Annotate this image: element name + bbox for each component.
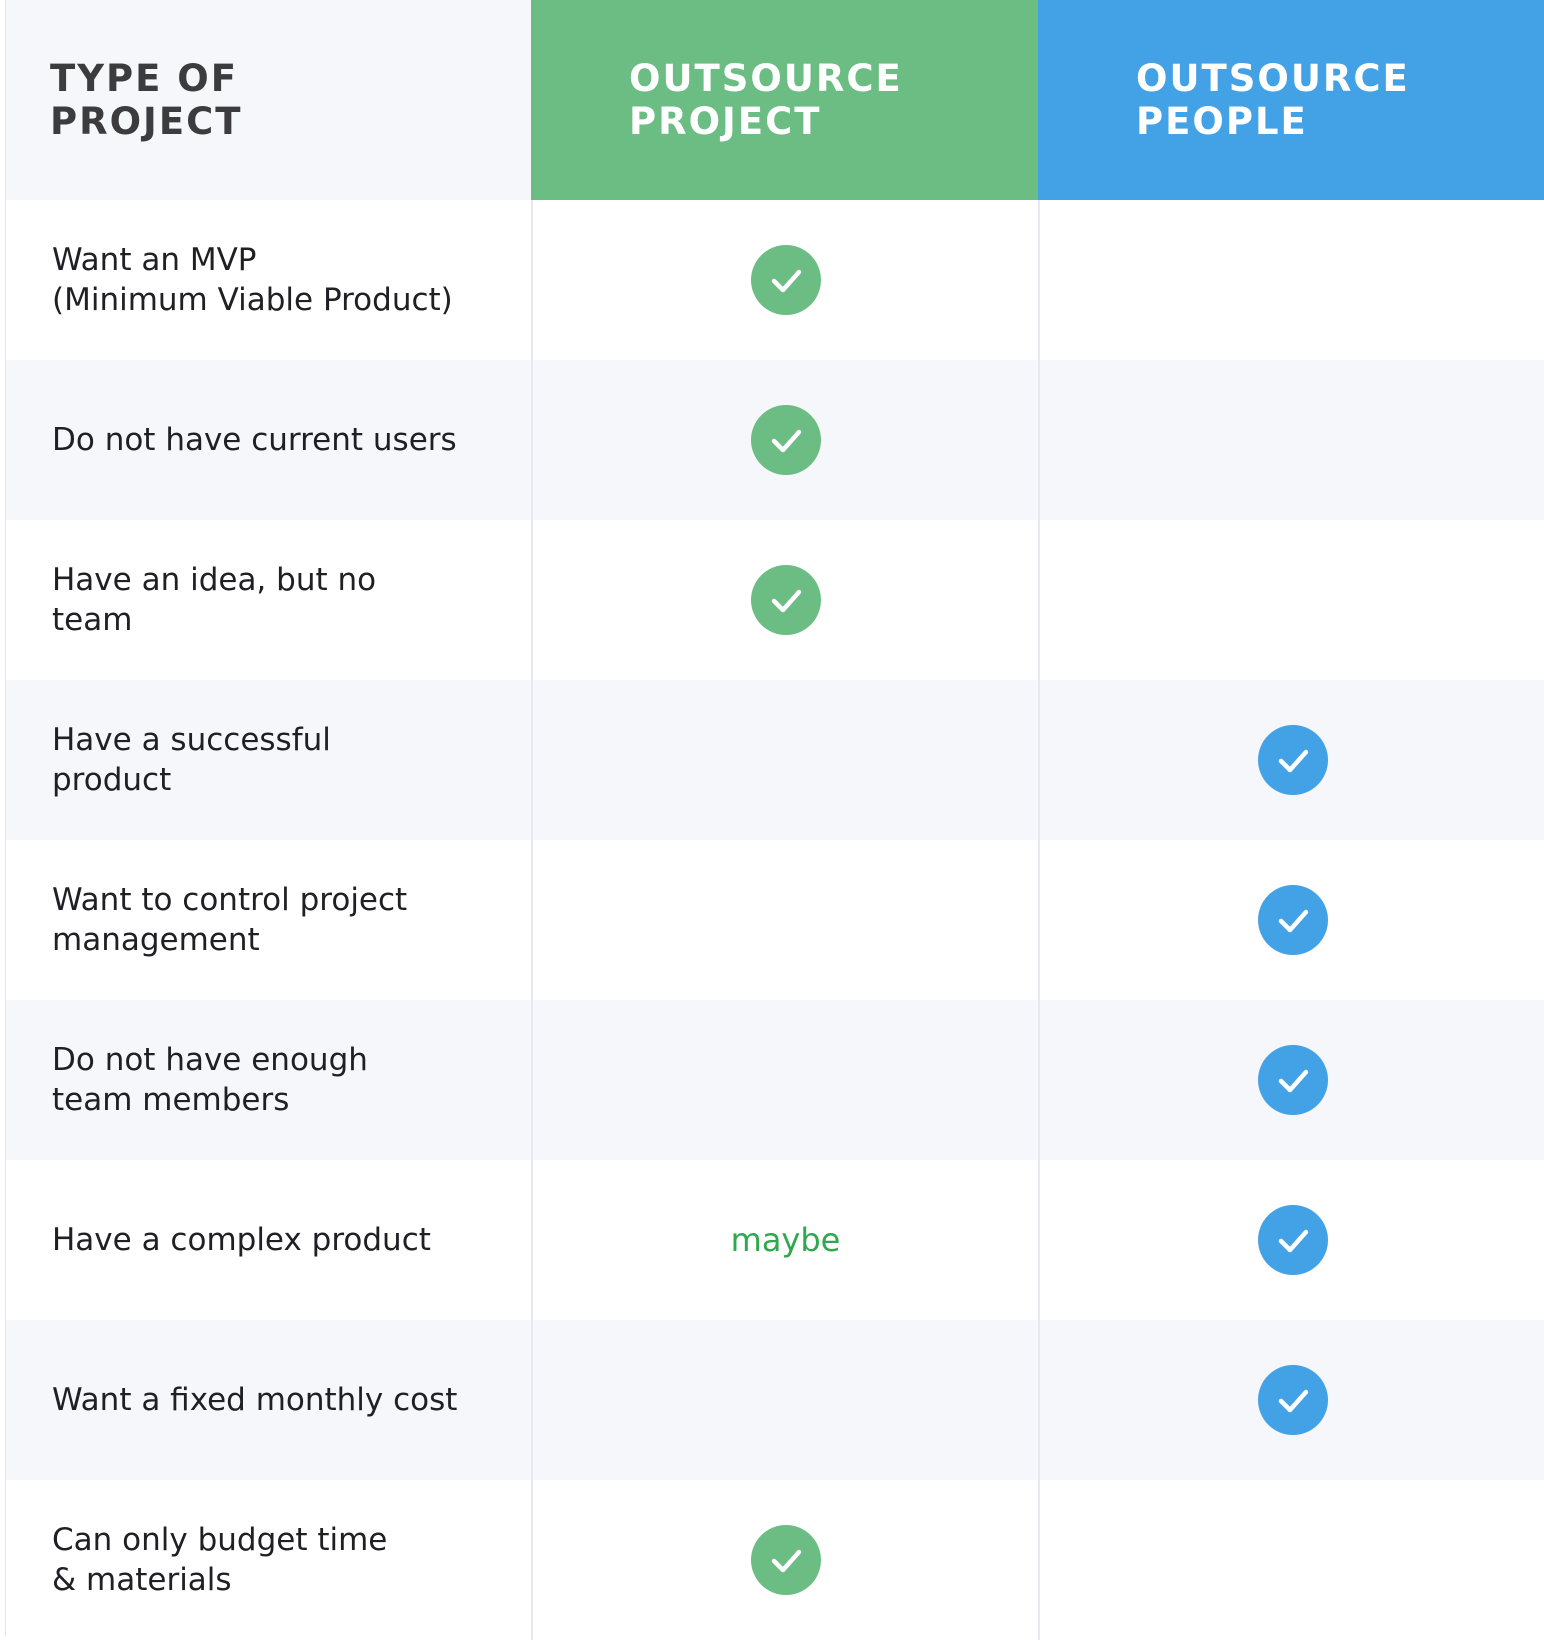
row-label-cell: Have a successful product bbox=[6, 680, 531, 840]
outsource-project-cell bbox=[531, 680, 1038, 840]
outsource-people-cell bbox=[1038, 1320, 1544, 1480]
header-outsource-people: OUTSOURCE PEOPLE bbox=[1038, 0, 1544, 200]
row-label: Want an MVP (Minimum Viable Product) bbox=[52, 242, 453, 318]
table-row: Have an idea, but no team bbox=[6, 520, 1544, 680]
row-label: Have an idea, but no team bbox=[52, 562, 377, 638]
header-project-label: OUTSOURCE PROJECT bbox=[629, 57, 903, 143]
comparison-table: TYPE OF PROJECT OUTSOURCE PROJECT OUTSOU… bbox=[5, 0, 1544, 1640]
outsource-project-cell: maybe bbox=[531, 1160, 1038, 1320]
table-header-row: TYPE OF PROJECT OUTSOURCE PROJECT OUTSOU… bbox=[6, 0, 1544, 200]
row-label: Have a successful product bbox=[52, 722, 331, 798]
outsource-project-cell bbox=[531, 840, 1038, 1000]
table-row: Have a successful product bbox=[6, 680, 1544, 840]
row-label: Want a fixed monthly cost bbox=[52, 1382, 458, 1418]
table-row: Want to control project management bbox=[6, 840, 1544, 1000]
table-row: Do not have current users bbox=[6, 360, 1544, 520]
outsource-people-cell bbox=[1038, 1000, 1544, 1160]
outsource-project-cell bbox=[531, 360, 1038, 520]
check-icon bbox=[750, 1525, 821, 1595]
table-row: Want an MVP (Minimum Viable Product) bbox=[6, 200, 1544, 360]
table-row: Have a complex product maybe bbox=[6, 1160, 1544, 1320]
check-icon bbox=[1257, 885, 1328, 955]
outsource-people-cell bbox=[1038, 840, 1544, 1000]
outsource-project-cell bbox=[531, 1480, 1038, 1640]
check-icon bbox=[1257, 1365, 1328, 1435]
row-label-cell: Want to control project management bbox=[6, 840, 531, 1000]
outsource-project-cell bbox=[531, 1000, 1038, 1160]
header-type-label: TYPE OF PROJECT bbox=[50, 57, 243, 143]
table-row: Can only budget time & materials bbox=[6, 1480, 1544, 1640]
outsource-project-cell bbox=[531, 200, 1038, 360]
outsource-project-cell bbox=[531, 520, 1038, 680]
outsource-project-cell bbox=[531, 1320, 1038, 1480]
row-label: Have a complex product bbox=[52, 1222, 431, 1258]
row-label: Do not have enough team members bbox=[52, 1042, 368, 1118]
header-type-of-project: TYPE OF PROJECT bbox=[6, 0, 531, 200]
outsource-people-cell bbox=[1038, 520, 1544, 680]
table-row: Want a fixed monthly cost bbox=[6, 1320, 1544, 1480]
check-icon bbox=[750, 245, 821, 315]
outsource-people-cell bbox=[1038, 200, 1544, 360]
row-label-cell: Want an MVP (Minimum Viable Product) bbox=[6, 200, 531, 360]
maybe-text: maybe bbox=[730, 1221, 841, 1259]
row-label: Can only budget time & materials bbox=[52, 1522, 388, 1598]
outsource-people-cell bbox=[1038, 1160, 1544, 1320]
check-icon bbox=[1257, 725, 1328, 795]
row-label: Do not have current users bbox=[52, 422, 457, 458]
check-icon bbox=[1257, 1045, 1328, 1115]
check-icon bbox=[750, 565, 821, 635]
check-icon bbox=[750, 405, 821, 475]
check-icon bbox=[1257, 1205, 1328, 1275]
row-label-cell: Do not have enough team members bbox=[6, 1000, 531, 1160]
table-row: Do not have enough team members bbox=[6, 1000, 1544, 1160]
row-label-cell: Have an idea, but no team bbox=[6, 520, 531, 680]
row-label-cell: Can only budget time & materials bbox=[6, 1480, 531, 1640]
outsource-people-cell bbox=[1038, 360, 1544, 520]
row-label: Want to control project management bbox=[52, 882, 408, 958]
row-label-cell: Have a complex product bbox=[6, 1160, 531, 1320]
header-outsource-project: OUTSOURCE PROJECT bbox=[531, 0, 1038, 200]
header-people-label: OUTSOURCE PEOPLE bbox=[1136, 57, 1410, 143]
outsource-people-cell bbox=[1038, 680, 1544, 840]
row-label-cell: Do not have current users bbox=[6, 360, 531, 520]
row-label-cell: Want a fixed monthly cost bbox=[6, 1320, 531, 1480]
outsource-people-cell bbox=[1038, 1480, 1544, 1640]
